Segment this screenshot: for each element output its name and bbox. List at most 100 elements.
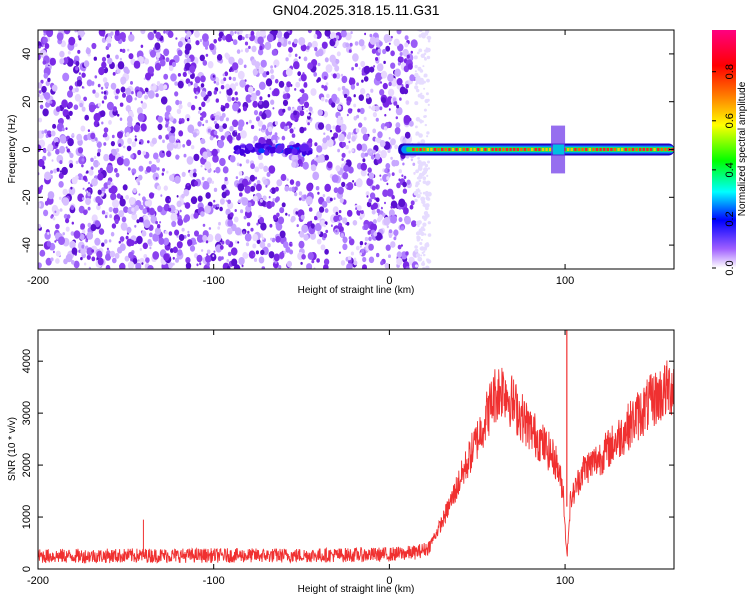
noise-speck <box>145 72 152 81</box>
noise-speck <box>424 123 427 127</box>
noise-speck <box>115 88 120 94</box>
noise-speck <box>273 59 280 68</box>
noise-speck <box>379 174 382 177</box>
signal-band-peak <box>451 148 455 151</box>
noise-speck <box>225 33 233 43</box>
noise-speck <box>308 142 313 148</box>
noise-speck <box>388 108 391 111</box>
noise-speck <box>346 263 353 269</box>
noise-speck <box>149 49 157 58</box>
noise-speck <box>227 227 233 235</box>
noise-speck <box>138 165 144 172</box>
noise-speck <box>379 81 383 84</box>
noise-speck <box>246 222 251 227</box>
noise-speck <box>103 142 107 146</box>
noise-speck <box>334 65 340 72</box>
noise-speck <box>395 116 398 120</box>
noise-speck <box>94 220 101 228</box>
noise-speck <box>422 260 425 263</box>
noise-speck <box>190 104 196 111</box>
noise-speck <box>357 108 361 113</box>
noise-speck <box>139 247 142 251</box>
noise-speck <box>52 217 56 221</box>
noise-speck <box>270 152 274 157</box>
noise-speck <box>105 253 111 261</box>
noise-speck <box>414 248 419 253</box>
signal-band-peak <box>426 148 429 151</box>
noise-speck <box>316 238 322 245</box>
noise-speck <box>401 174 404 177</box>
noise-speck <box>94 75 98 79</box>
noise-speck <box>245 159 250 164</box>
noise-speck <box>136 236 143 244</box>
noise-speck <box>168 231 173 236</box>
noise-speck <box>308 138 313 144</box>
noise-speck <box>207 128 211 133</box>
noise-speck <box>273 253 280 262</box>
noise-speck <box>348 140 351 144</box>
noise-speck <box>125 105 131 112</box>
noise-speck <box>144 58 150 65</box>
noise-speck <box>202 181 210 190</box>
noise-speck <box>356 114 360 119</box>
noise-speck <box>319 206 325 213</box>
noise-speck <box>398 178 401 182</box>
noise-speck <box>59 50 65 58</box>
noise-speck <box>348 238 355 246</box>
noise-speck <box>84 114 89 121</box>
noise-speck <box>63 30 71 35</box>
noise-speck <box>114 252 120 259</box>
noise-speck <box>124 126 131 135</box>
noise-speck <box>306 109 309 113</box>
signal-band-peak <box>660 148 663 151</box>
noise-speck <box>267 94 271 98</box>
noise-speck <box>184 48 190 55</box>
noise-speck <box>427 160 430 164</box>
noise-speck <box>225 117 229 122</box>
noise-speck <box>353 94 356 98</box>
noise-speck <box>118 210 125 218</box>
noise-speck <box>123 206 129 214</box>
noise-speck <box>412 162 416 166</box>
noise-speck <box>276 212 280 217</box>
noise-speck <box>74 43 78 47</box>
noise-speck <box>360 152 366 159</box>
noise-speck <box>236 162 240 167</box>
noise-speck <box>335 229 338 233</box>
signal-band-peak <box>592 148 595 151</box>
noise-speck <box>187 101 192 108</box>
noise-speck <box>353 260 358 266</box>
signal-band-peak <box>520 148 523 151</box>
noise-speck <box>366 195 369 198</box>
noise-speck <box>163 30 166 34</box>
noise-speck <box>244 233 252 242</box>
noise-speck <box>425 92 429 96</box>
noise-speck <box>345 42 350 48</box>
noise-speck <box>119 117 123 121</box>
noise-speck <box>396 30 402 35</box>
noise-speck <box>341 181 346 188</box>
noise-speck <box>197 195 203 202</box>
noise-speck <box>119 264 122 268</box>
noise-speck <box>68 186 76 196</box>
noise-speck <box>212 254 215 258</box>
noise-speck <box>219 206 223 212</box>
noise-speck <box>426 258 430 262</box>
noise-speck <box>213 120 217 125</box>
noise-speck <box>283 125 288 132</box>
noise-speck <box>315 30 320 35</box>
noise-speck <box>333 215 339 223</box>
noise-speck <box>124 255 130 262</box>
noise-speck <box>205 255 212 263</box>
noise-speck <box>405 100 410 105</box>
noise-speck <box>323 258 330 266</box>
noise-speck <box>425 265 430 269</box>
feature-blob <box>308 150 313 155</box>
noise-speck <box>422 176 427 180</box>
noise-speck <box>97 83 101 88</box>
noise-speck <box>321 142 328 150</box>
noise-speck <box>353 56 357 62</box>
noise-speck <box>306 183 313 192</box>
noise-speck <box>323 264 329 269</box>
noise-speck <box>263 179 268 185</box>
